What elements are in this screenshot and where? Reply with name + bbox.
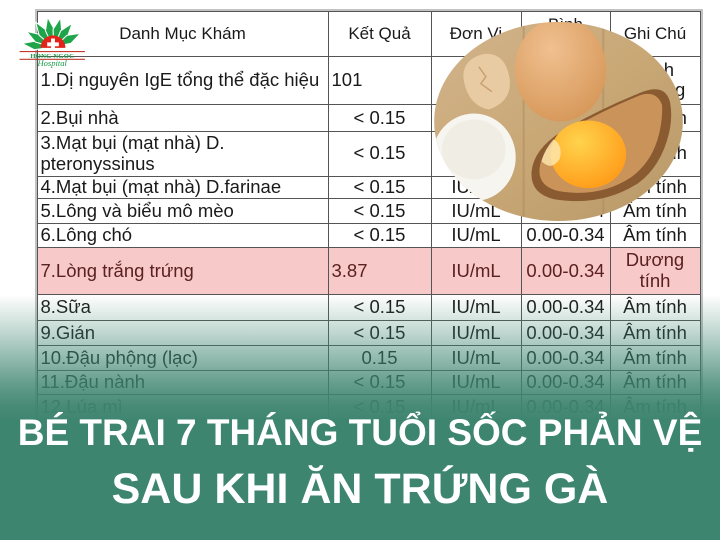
svg-text:Hospital: Hospital — [36, 58, 67, 68]
